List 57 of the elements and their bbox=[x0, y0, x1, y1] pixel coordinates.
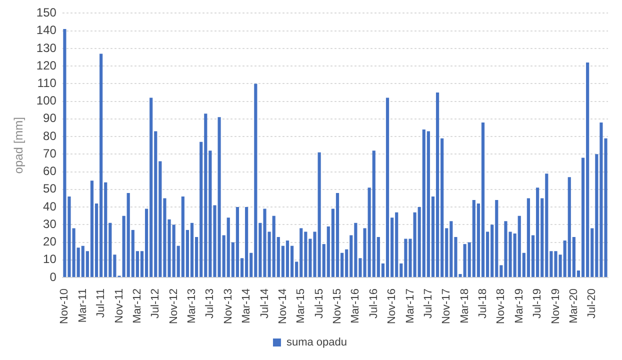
x-tick-label: Jul-19 bbox=[532, 288, 544, 319]
bar bbox=[336, 192, 340, 278]
y-tick-label: 0 bbox=[50, 270, 57, 284]
x-tick-label: Nov-14 bbox=[276, 288, 289, 324]
bar bbox=[286, 240, 290, 278]
y-tick-label: 60 bbox=[43, 164, 57, 178]
bar bbox=[386, 98, 390, 278]
legend-label: suma opadu bbox=[286, 336, 348, 349]
x-tick-label: Nov-13 bbox=[222, 288, 234, 324]
y-tick-label: 110 bbox=[37, 76, 57, 90]
y-tick-label: 70 bbox=[43, 146, 57, 160]
x-tick-label: Mar-17 bbox=[404, 288, 416, 324]
y-tick-label: 40 bbox=[43, 199, 57, 214]
bar bbox=[481, 122, 485, 278]
x-tick-label: Jul-15 bbox=[313, 288, 326, 319]
x-tick-label: Nov-18 bbox=[495, 288, 508, 324]
bar bbox=[90, 180, 94, 278]
x-tick-label: Jul-14 bbox=[258, 288, 271, 319]
x-tick-label: Jul-18 bbox=[477, 288, 490, 319]
x-tick-label: Jul-17 bbox=[422, 288, 434, 319]
y-tick-label: 10 bbox=[43, 252, 57, 266]
y-tick-label: 80 bbox=[43, 128, 57, 143]
y-tick-label: 30 bbox=[43, 216, 57, 231]
y-axis-title: opad [mm] bbox=[12, 117, 26, 174]
x-tick-label: Jul-20 bbox=[586, 288, 598, 319]
x-tick-label: Mar-15 bbox=[295, 288, 308, 324]
bar bbox=[526, 198, 530, 278]
x-tick-label: Nov-17 bbox=[440, 288, 453, 324]
x-tick-label: Nov-15 bbox=[332, 288, 344, 324]
x-tick-label: Mar-11 bbox=[76, 288, 89, 323]
x-tick-label: Nov-16 bbox=[386, 288, 398, 324]
x-tick-label: Mar-14 bbox=[240, 288, 253, 324]
y-tick-label: 120 bbox=[36, 58, 57, 72]
x-tick-label: Nov-10 bbox=[58, 288, 71, 324]
x-tick-label: Jul-12 bbox=[150, 288, 162, 319]
x-tick-label: Mar-16 bbox=[350, 288, 362, 324]
x-tick-label: Nov-12 bbox=[168, 288, 180, 324]
y-tick-label: 90 bbox=[43, 111, 57, 126]
x-tick-label: Mar-20 bbox=[568, 288, 580, 324]
y-tick-label: 150 bbox=[36, 6, 57, 20]
x-tick-label: Mar-19 bbox=[513, 288, 526, 324]
y-tick-label: 140 bbox=[36, 23, 57, 38]
x-tick-label: Nov-11 bbox=[113, 288, 126, 324]
x-tick-label: Jul-16 bbox=[368, 288, 380, 319]
x-tick-label: Jul-11 bbox=[95, 288, 108, 318]
x-tick-label: Jul-13 bbox=[204, 288, 216, 319]
y-tick-label: 50 bbox=[43, 182, 57, 196]
x-tick-label: Mar-12 bbox=[131, 288, 144, 324]
bar bbox=[436, 92, 440, 278]
bar bbox=[236, 207, 240, 278]
y-tick-label: 100 bbox=[36, 94, 57, 108]
x-tick-label: Mar-13 bbox=[186, 288, 198, 324]
y-tick-label: 20 bbox=[43, 234, 57, 249]
x-tick-label: Nov-19 bbox=[550, 288, 562, 324]
y-tick-label: 130 bbox=[36, 40, 57, 55]
bar bbox=[190, 222, 194, 278]
x-tick-label: Mar-18 bbox=[458, 288, 471, 324]
